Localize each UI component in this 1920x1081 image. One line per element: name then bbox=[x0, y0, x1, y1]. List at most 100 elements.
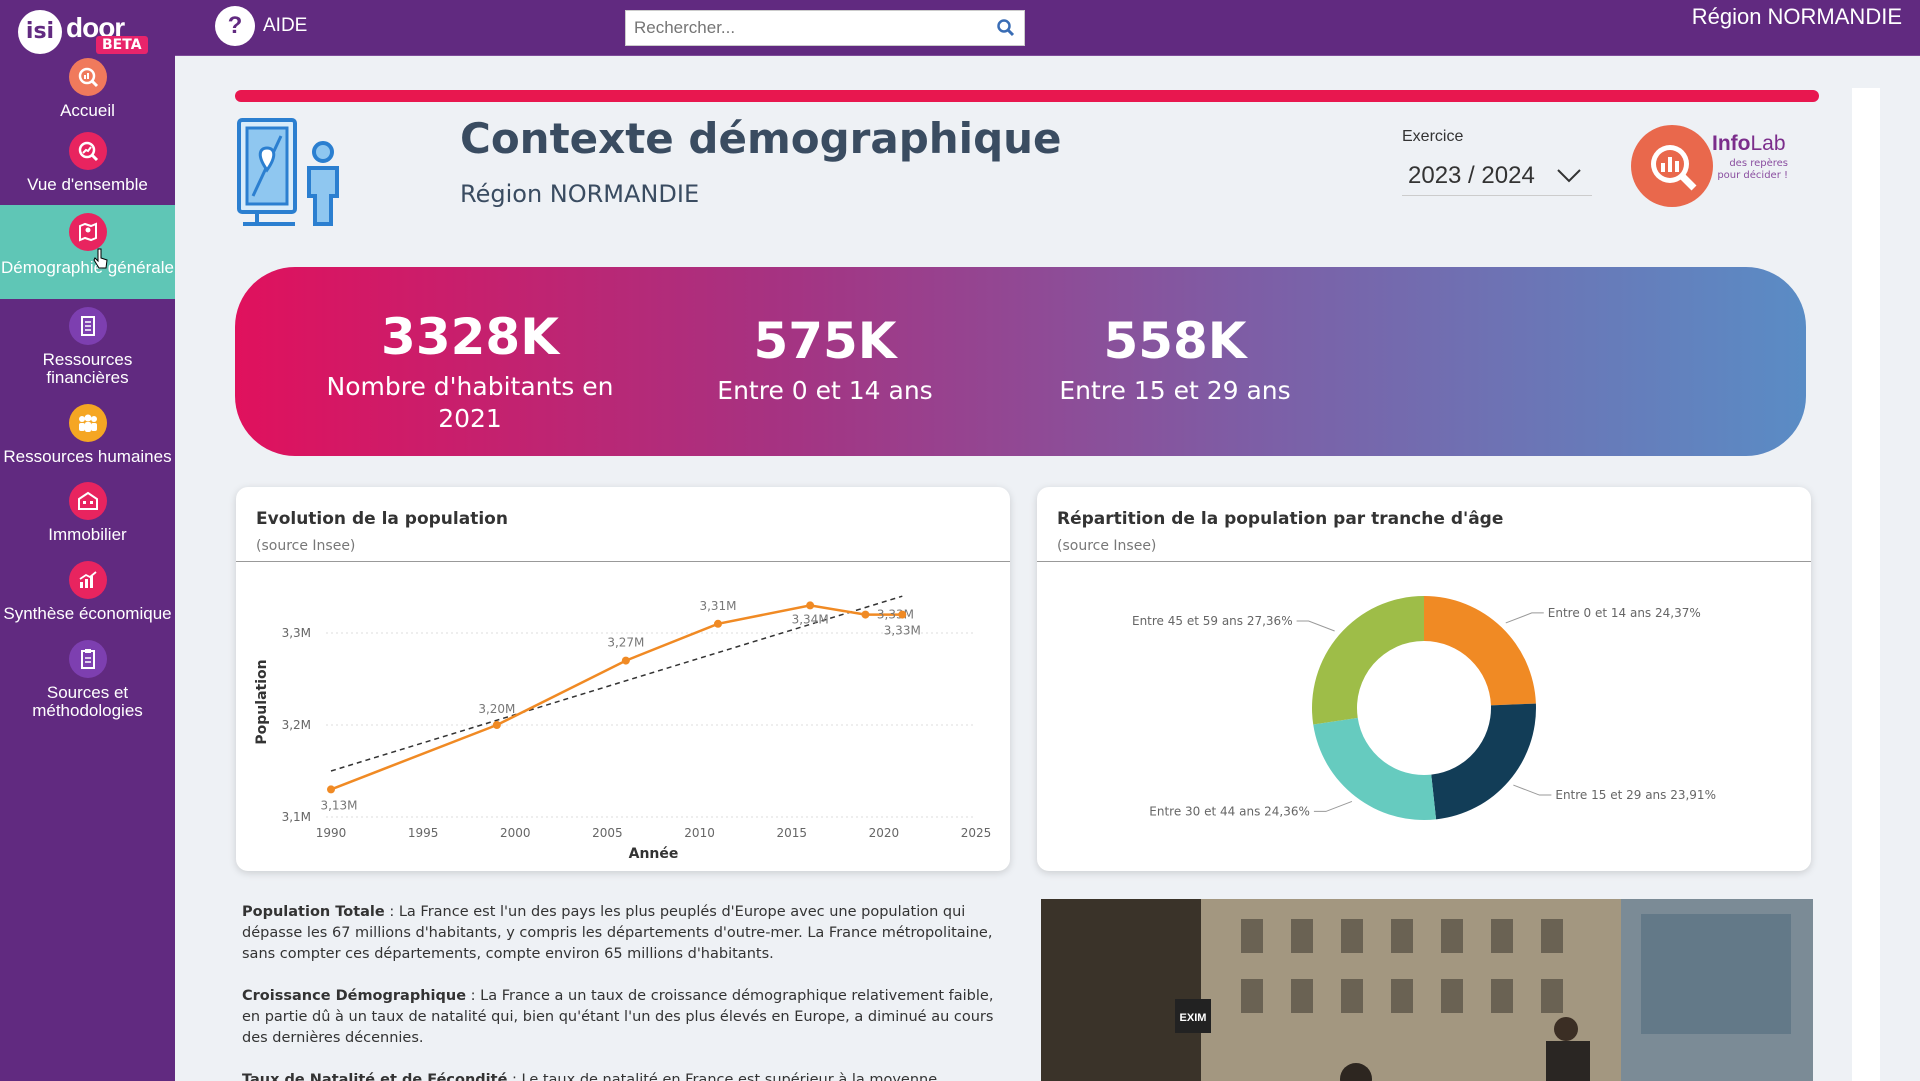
data-point bbox=[806, 601, 815, 610]
slice-label: Entre 15 et 29 ans 23,91% bbox=[1555, 788, 1716, 802]
kpi-label: Entre 0 et 14 ans bbox=[717, 376, 933, 405]
data-point bbox=[492, 721, 501, 729]
slice-label: Entre 0 et 14 ans 24,37% bbox=[1548, 606, 1701, 620]
search-input[interactable] bbox=[626, 11, 986, 45]
sidebar-item-label: Accueil bbox=[60, 101, 115, 120]
sidebar: isi door BETA Accueil Vue d'ensemble Dém… bbox=[0, 0, 175, 1081]
region-label: Région NORMANDIE bbox=[1691, 4, 1902, 29]
sidebar-item-synthese-economique[interactable]: Synthèse économique bbox=[0, 561, 175, 625]
people-icon bbox=[68, 404, 107, 442]
donut-slice bbox=[1431, 703, 1536, 820]
data-point bbox=[327, 785, 335, 794]
sidebar-item-ressources-financieres[interactable]: Ressources financières bbox=[0, 307, 175, 389]
divider bbox=[1037, 561, 1811, 562]
leader-line bbox=[1296, 620, 1335, 632]
isidoor-logo[interactable]: isi door BETA bbox=[18, 6, 158, 54]
data-label: 3,34M bbox=[792, 612, 829, 626]
population-evolution-card: Evolution de la population (source Insee… bbox=[236, 487, 1010, 871]
beta-badge: BETA bbox=[96, 36, 148, 54]
data-point bbox=[861, 610, 870, 619]
kpi-value: 575K bbox=[753, 312, 897, 370]
sidebar-item-label: Ressources financières bbox=[42, 350, 133, 387]
infolab-logo: InfoLab des repères pour décider ! bbox=[1630, 124, 1800, 214]
x-tick-label: 2000 bbox=[500, 826, 531, 840]
page-subtitle: Région NORMANDIE bbox=[460, 180, 700, 208]
help-icon: ? bbox=[215, 6, 255, 46]
data-label: 3,33M bbox=[884, 624, 921, 638]
sidebar-item-immobilier[interactable]: Immobilier bbox=[0, 482, 175, 546]
x-tick-label: 1990 bbox=[316, 826, 347, 840]
kpi-value: 558K bbox=[1103, 312, 1247, 370]
sidebar-item-accueil[interactable]: Accueil bbox=[0, 58, 175, 122]
map-icon bbox=[68, 213, 107, 251]
sidebar-item-vue-ensemble[interactable]: Vue d'ensemble bbox=[0, 132, 175, 200]
population-line-chart: 3,1M 3,2M 3,3M 1990 1995 2000 2005 2010 2015 2020… bbox=[254, 595, 992, 862]
x-tick-label: 2015 bbox=[776, 826, 807, 840]
help-button[interactable]: ? AIDE bbox=[215, 6, 307, 46]
exercice-select[interactable]: 2023 / 2024 bbox=[1402, 156, 1592, 196]
card-title: Evolution de la population bbox=[256, 509, 508, 529]
clipboard-icon bbox=[68, 640, 107, 678]
sidebar-item-label: Sources et méthodologies bbox=[32, 683, 143, 720]
header-accent-bar bbox=[235, 90, 1819, 102]
sidebar-item-sources[interactable]: Sources et méthodologies bbox=[0, 640, 175, 722]
x-tick-label: 2025 bbox=[961, 826, 992, 840]
donut-slice bbox=[1424, 596, 1536, 706]
data-label: 3,13M bbox=[320, 798, 357, 812]
x-tick-label: 2010 bbox=[684, 826, 715, 840]
leader-line bbox=[1505, 612, 1544, 624]
sidebar-item-label: Ressources humaines bbox=[3, 447, 172, 466]
kpi-banner: 3328K Nombre d'habitants en 2021 575K En… bbox=[235, 267, 1806, 456]
shop-sign-text: EXIM bbox=[1180, 1012, 1207, 1024]
card-source: (source Insee) bbox=[256, 538, 356, 554]
description-text: Population Totale : La France est l'un d… bbox=[242, 902, 1002, 1081]
sidebar-item-ressources-humaines[interactable]: Ressources humaines bbox=[0, 404, 175, 468]
help-label: AIDE bbox=[263, 15, 308, 36]
y-axis-label: Population bbox=[254, 659, 270, 744]
paragraph-population-totale: Population Totale : La France est l'un d… bbox=[242, 904, 993, 962]
data-point bbox=[621, 656, 630, 665]
data-label: 3,31M bbox=[699, 599, 736, 613]
bar-chart-icon bbox=[68, 561, 107, 599]
divider bbox=[236, 561, 1010, 562]
scrollbar[interactable] bbox=[1852, 88, 1880, 1081]
infolab-name: InfoLab bbox=[1712, 132, 1786, 155]
leader-line bbox=[1513, 784, 1552, 796]
sidebar-item-label: Immobilier bbox=[48, 525, 127, 544]
age-distribution-card: Répartition de la population par tranche… bbox=[1037, 487, 1811, 871]
trend-magnifier-icon bbox=[68, 132, 107, 170]
data-label: 3,27M bbox=[607, 636, 644, 650]
map-person-icon bbox=[237, 118, 339, 226]
x-tick-label: 1995 bbox=[408, 826, 439, 840]
exercice-label: Exercice bbox=[1402, 128, 1464, 145]
kpi-total: 3328K Nombre d'habitants en 2021 bbox=[305, 307, 635, 435]
paragraph-croissance: Croissance Démographique : La France a u… bbox=[242, 988, 994, 1046]
kpi-15-29: 558K Entre 15 et 29 ans bbox=[1035, 311, 1315, 407]
age-donut-chart: Entre 0 et 14 ans 24,37% Entre 15 et 29 a… bbox=[1132, 596, 1716, 820]
card-source: (source Insee) bbox=[1057, 538, 1157, 554]
search-icon[interactable] bbox=[996, 18, 1016, 38]
top-bar: ? AIDE Région NORMANDIE bbox=[175, 0, 1920, 56]
chart-magnifier-icon bbox=[68, 58, 107, 96]
paragraph-natalite: Taux de Natalité et de Fécondité : Le ta… bbox=[242, 1072, 938, 1081]
infolab-magnifier-icon bbox=[1631, 125, 1713, 207]
search-box bbox=[625, 10, 1025, 46]
trend-line bbox=[330, 595, 903, 772]
slice-label: Entre 30 et 44 ans 24,36% bbox=[1149, 804, 1310, 818]
page-title: Contexte démographique bbox=[460, 114, 1062, 163]
sidebar-item-demographie[interactable]: Démographie générale bbox=[0, 205, 175, 299]
data-point bbox=[898, 610, 907, 619]
sidebar-item-label: Vue d'ensemble bbox=[27, 175, 148, 194]
infolab-tagline: des repères pour décider ! bbox=[1717, 158, 1788, 181]
y-tick-label: 3,3M bbox=[282, 626, 311, 640]
chevron-down-icon bbox=[1557, 169, 1581, 183]
sidebar-item-label: Synthèse économique bbox=[3, 604, 172, 623]
kpi-value: 3328K bbox=[381, 308, 559, 366]
donut-slice bbox=[1312, 596, 1424, 725]
x-axis-label: Année bbox=[629, 846, 679, 862]
kpi-0-14: 575K Entre 0 et 14 ans bbox=[705, 311, 945, 407]
data-label: 3,20M bbox=[478, 702, 515, 716]
data-label: 3,33M bbox=[877, 608, 914, 622]
kpi-label: Entre 15 et 29 ans bbox=[1059, 376, 1291, 405]
y-tick-label: 3,1M bbox=[282, 810, 311, 824]
